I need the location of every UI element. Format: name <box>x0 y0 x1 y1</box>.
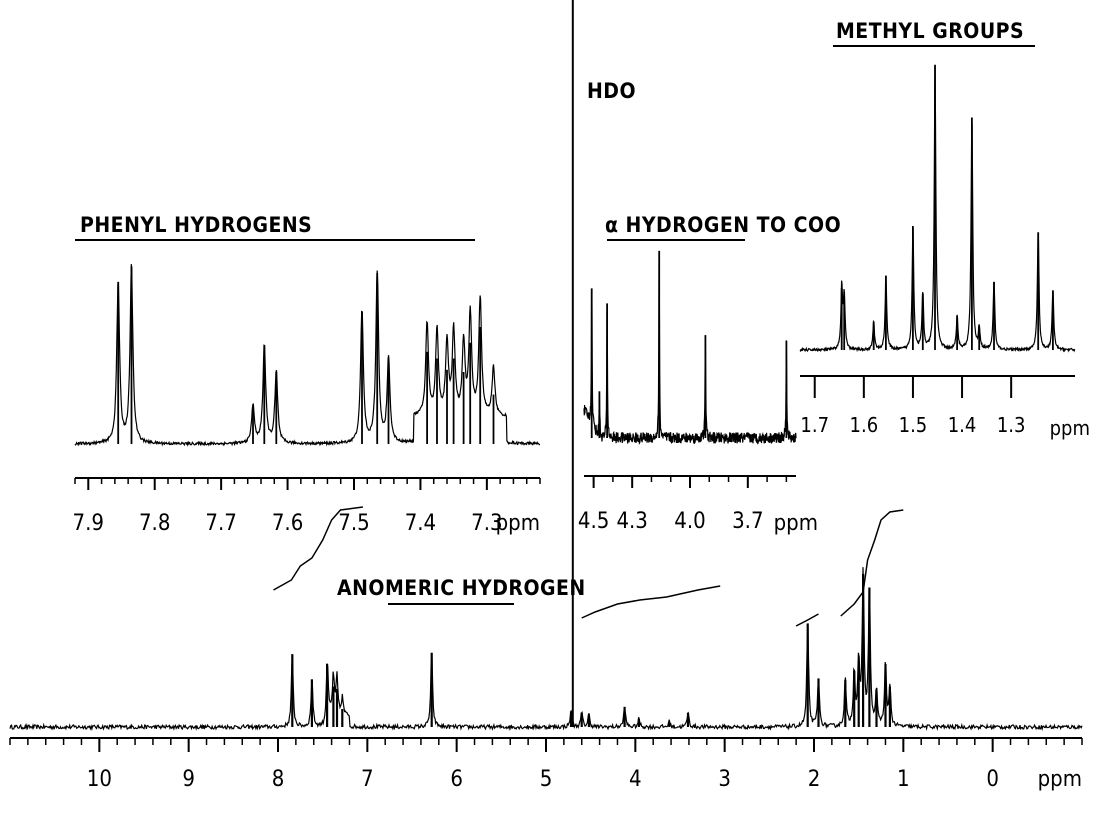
main-x-axis-tick-label-9: 2 <box>808 767 821 792</box>
alpha-x-axis-tick-label-3: 4.0 <box>674 509 705 534</box>
phenyl-x-axis-tick-label-7: 7.3 <box>471 511 502 536</box>
phenyl-spectrum-trace <box>74 264 540 447</box>
integral-trace-3 <box>795 613 819 627</box>
anomeric-hydrogen-label: ANOMERIC HYDROGEN <box>337 576 586 600</box>
alpha-hydrogen-title: α HYDROGEN TO COO <box>605 213 841 237</box>
main-spectrum-trace <box>9 567 1083 732</box>
integral-trace-2 <box>581 585 721 619</box>
phenyl-x-axis-tick-label-2: 7.8 <box>139 511 170 536</box>
alpha-x-axis-tick-label-1: 4.5 <box>578 509 609 534</box>
phenyl-hydrogens-title: PHENYL HYDROGENS <box>80 213 312 237</box>
main-x-axis-tick-label-5: 6 <box>450 767 463 792</box>
main-x-axis-tick-label-4: 7 <box>361 767 374 792</box>
alpha-x-unit-label: ppm <box>774 511 818 536</box>
main-x-axis: 10 9 8 7 6 5 4 3 2 1 0 <box>9 737 1083 792</box>
phenyl-x-unit-label: ppm <box>496 511 540 536</box>
methyl-x-unit-label: ppm <box>1050 416 1090 440</box>
integral-trace-1 <box>273 506 363 591</box>
phenyl-x-axis-tick-label-5: 7.5 <box>338 511 369 536</box>
phenyl-x-axis-tick-label-4: 7.6 <box>272 511 303 536</box>
main-x-axis-tick-label-7: 4 <box>629 767 642 792</box>
phenyl-x-axis-tick-label-3: 7.7 <box>205 511 236 536</box>
main-x-axis-tick-label-11: 0 <box>986 767 999 792</box>
main-spectrum: 10 9 8 7 6 5 4 3 2 1 0 ppm HDO ANOMERIC HYDROGEN <box>9 0 1083 792</box>
methyl-x-axis-tick-label-5: 1.3 <box>997 413 1026 437</box>
alpha-x-axis-tick-label-2: 4.3 <box>616 509 647 534</box>
methyl-groups-title: METHYL GROUPS <box>836 19 1024 43</box>
main-x-axis-tick-label-2: 9 <box>182 767 195 792</box>
methyl-x-axis-tick-label-3: 1.5 <box>899 413 928 437</box>
phenyl-inset: PHENYL HYDROGENS ppm 7.9 7.8 7.7 7.6 7.5 7.4 7… <box>73 213 541 536</box>
integral-trace-4 <box>840 509 904 617</box>
main-x-axis-tick-label-6: 5 <box>540 767 553 792</box>
hdo-label: HDO <box>587 79 636 103</box>
phenyl-x-axis-tick-label-6: 7.4 <box>405 511 436 536</box>
methyl-x-axis-tick-label-1: 1.7 <box>800 413 829 437</box>
methyl-spectrum-trace <box>799 66 1076 353</box>
main-x-axis-tick-label-8: 3 <box>718 767 731 792</box>
methyl-x-axis-tick-label-2: 1.6 <box>850 413 879 437</box>
main-x-unit-label: ppm <box>1038 767 1082 792</box>
methyl-x-axis-tick-label-4: 1.4 <box>948 413 977 437</box>
main-x-axis-tick-label-10: 1 <box>897 767 910 792</box>
main-x-axis-tick-label-3: 8 <box>272 767 285 792</box>
methyl-inset: METHYL GROUPS ppm 1.7 1.6 1.5 1.4 1.3 <box>799 19 1090 440</box>
alpha-spectrum-trace <box>583 250 797 445</box>
alpha-x-axis-tick-label-4: 3.7 <box>732 509 763 534</box>
main-x-axis-tick-label-1: 10 <box>87 767 112 792</box>
phenyl-x-axis-tick-label-1: 7.9 <box>73 511 104 536</box>
alpha-hydrogen-inset: α HYDROGEN TO COO ppm 4.5 4.3 4.0 3.7 <box>578 213 841 536</box>
